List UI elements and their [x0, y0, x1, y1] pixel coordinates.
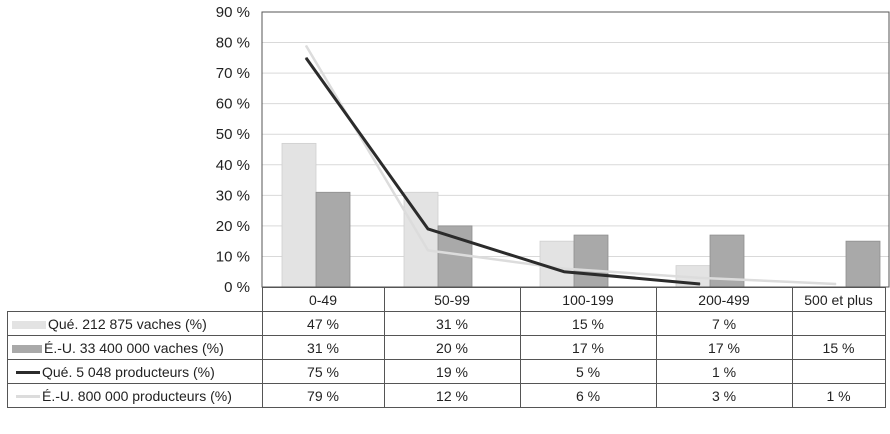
- series-legend-cell: Qué. 212 875 vaches (%): [7, 311, 263, 336]
- series-legend-cell: É.-U. 33 400 000 vaches (%): [7, 335, 263, 360]
- y-tick-label: 70 %: [216, 65, 250, 82]
- bar: [845, 240, 881, 288]
- series-name: Qué. 5 048 producteurs (%): [42, 363, 215, 380]
- bar: [573, 234, 609, 288]
- line-point: [835, 283, 837, 285]
- category-label: 50-99: [383, 287, 521, 312]
- table-cell: 20 %: [383, 335, 521, 360]
- legend-swatch: [12, 344, 42, 353]
- series-line: [304, 56, 701, 286]
- table-cell: 12 %: [383, 383, 521, 408]
- legend-swatch: [12, 320, 46, 329]
- table-cell: 17 %: [519, 335, 657, 360]
- table-cell: 3 %: [655, 383, 793, 408]
- line-point: [563, 271, 565, 273]
- table-cell: [791, 311, 886, 336]
- table-cell: 1 %: [655, 359, 793, 384]
- table-cell: 1 %: [791, 383, 886, 408]
- bar: [281, 142, 317, 288]
- table-row: É.-U. 800 000 producteurs (%) 79 % 12 % …: [7, 383, 886, 408]
- table-cell: 31 %: [383, 311, 521, 336]
- table-cell: 5 %: [519, 359, 657, 384]
- table-cell: 7 %: [655, 311, 793, 336]
- y-tick-label: 20 %: [216, 218, 250, 235]
- data-table: 0-49 50-99 100-199 200-499 500 et plus Q…: [7, 287, 886, 408]
- y-tick-label: 50 %: [216, 126, 250, 143]
- bar: [315, 191, 351, 288]
- line-point: [305, 57, 307, 59]
- category-label: 500 et plus: [791, 287, 886, 312]
- table-header-row: 0-49 50-99 100-199 200-499 500 et plus: [8, 287, 886, 312]
- table-cell: [791, 359, 886, 384]
- bar: [539, 240, 575, 288]
- table-cell: 75 %: [261, 359, 385, 384]
- line-point: [699, 277, 701, 279]
- table-cell: 79 %: [261, 383, 385, 408]
- y-tick-label: 30 %: [216, 187, 250, 204]
- category-label: 0-49: [261, 287, 385, 312]
- table-row: Qué. 5 048 producteurs (%) 75 % 19 % 5 %…: [7, 359, 886, 384]
- y-tick-label: 0 %: [224, 279, 250, 296]
- y-tick-label: 80 %: [216, 35, 250, 52]
- category-label: 200-499: [655, 287, 793, 312]
- table-corner: [8, 288, 263, 312]
- table-cell: 6 %: [519, 383, 657, 408]
- table-cell: 31 %: [261, 335, 385, 360]
- legend-swatch: [16, 371, 40, 375]
- series-name: Qué. 212 875 vaches (%): [48, 315, 207, 332]
- series-legend-cell: É.-U. 800 000 producteurs (%): [7, 383, 263, 408]
- category-label: 100-199: [519, 287, 657, 312]
- table-cell: 15 %: [791, 335, 886, 360]
- table-row: Qué. 212 875 vaches (%) 47 % 31 % 15 % 7…: [7, 311, 886, 336]
- y-tick-label: 90 %: [216, 4, 250, 21]
- line-point: [427, 228, 429, 230]
- legend-swatch: [16, 395, 40, 399]
- table-cell: 19 %: [383, 359, 521, 384]
- series-legend-cell: Qué. 5 048 producteurs (%): [7, 359, 263, 384]
- series-lines: [304, 44, 837, 286]
- series-name: É.-U. 33 400 000 vaches (%): [44, 339, 224, 356]
- y-tick-label: 10 %: [216, 248, 250, 265]
- table-cell: 17 %: [655, 335, 793, 360]
- table-cell: 47 %: [261, 311, 385, 336]
- y-tick-label: 60 %: [216, 96, 250, 113]
- series-name: É.-U. 800 000 producteurs (%): [42, 387, 232, 404]
- gridlines: [262, 42, 889, 257]
- y-axis-ticks: 0 % 10 % 20 % 30 % 40 % 50 % 60 % 70 % 80 % 90 %: [216, 4, 250, 296]
- table-cell: 15 %: [519, 311, 657, 336]
- y-tick-label: 40 %: [216, 157, 250, 174]
- line-point: [563, 268, 565, 270]
- table-row: É.-U. 33 400 000 vaches (%) 31 % 20 % 17…: [7, 335, 886, 360]
- line-point: [305, 45, 307, 47]
- line-point: [699, 283, 701, 285]
- line-point: [427, 249, 429, 251]
